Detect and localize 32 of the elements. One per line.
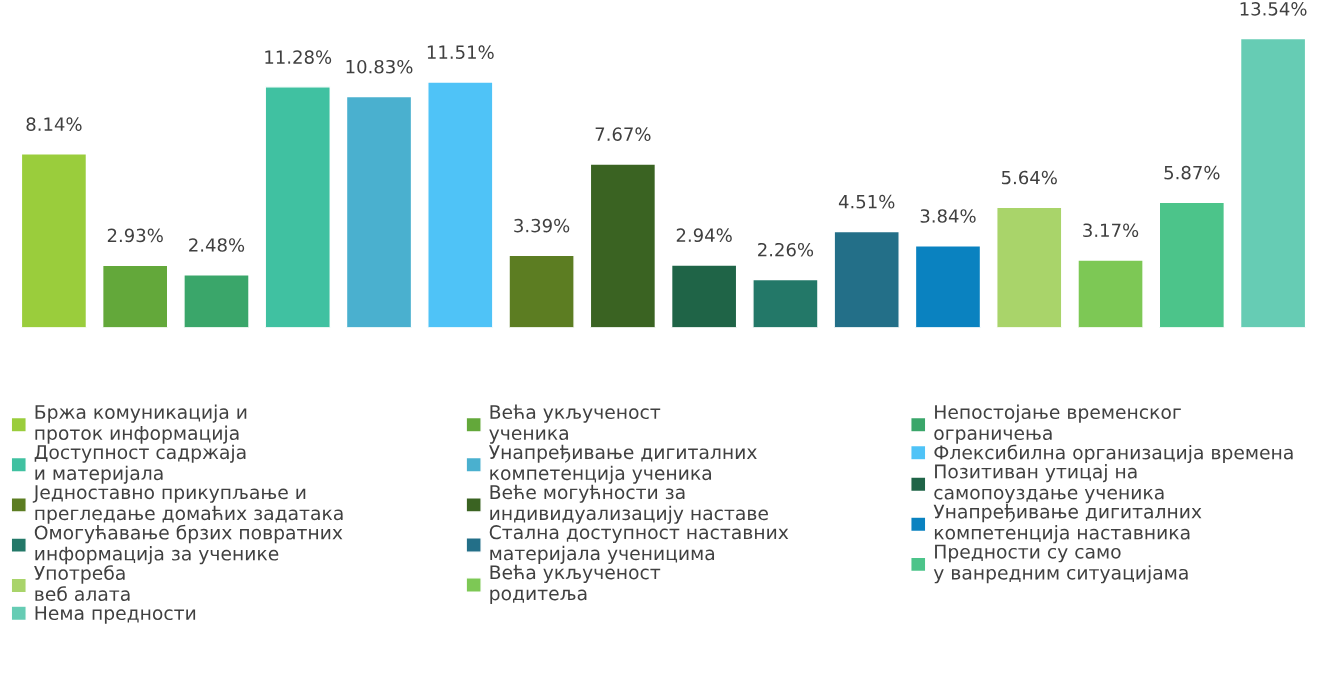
legend-label: Употреба веб алата	[34, 565, 130, 602]
data-label: 2.48%	[189, 238, 245, 252]
legend-label: Флексибилна организација времена	[934, 444, 1293, 464]
data-label: 5.87%	[1164, 165, 1220, 180]
legend-label: Једноставно прикупљање и прегледање домаћих задатака	[32, 485, 343, 524]
data-label: 13.54%	[1240, 2, 1307, 16]
data-label: 8.14%	[26, 117, 82, 131]
legend-label: Унапређивање дигиталних компетенција наставника	[933, 504, 1202, 544]
legend-label: Већа укљученост родитеља	[490, 564, 661, 605]
legend-label: Предности су само у ванредним ситуацијама	[933, 544, 1188, 584]
legend-label: Нема предности	[35, 606, 196, 624]
data-label: 11.28%	[265, 50, 332, 64]
legend-label: Стална доступност наставних материјала ученицима	[489, 525, 789, 564]
legend-label: Позитиван утицај на самопоуздање ученика	[934, 464, 1164, 504]
data-label: 3.84%	[920, 209, 976, 223]
data-label: 7.67%	[595, 127, 651, 142]
data-label: 10.83%	[346, 59, 413, 74]
legend-label: Доступност садржаја и материјала	[34, 444, 246, 484]
legend-label: Унапређивање дигиталних компетенција ученика	[488, 444, 757, 484]
legend-label: Непостојање временског ограничења	[934, 404, 1181, 444]
legend-label: Бржа комуникација и проток информација	[35, 404, 247, 444]
data-label: 11.51%	[427, 45, 494, 60]
legend-label: Већа укљученост ученика	[489, 404, 661, 444]
data-label: 3.17%	[1083, 223, 1139, 238]
data-label: 4.51%	[838, 194, 895, 209]
legend-label: Омогућавање брзих повратних информација за ученике	[34, 524, 343, 565]
data-label: 3.39%	[514, 218, 570, 233]
legend-label: Веће могућности за индивидуализацију наставе	[490, 484, 768, 524]
data-label: 2.93%	[107, 228, 163, 243]
data-label: 2.94%	[676, 228, 732, 243]
data-label: 5.64%	[1001, 170, 1057, 185]
data-label: 2.26%	[758, 242, 814, 257]
